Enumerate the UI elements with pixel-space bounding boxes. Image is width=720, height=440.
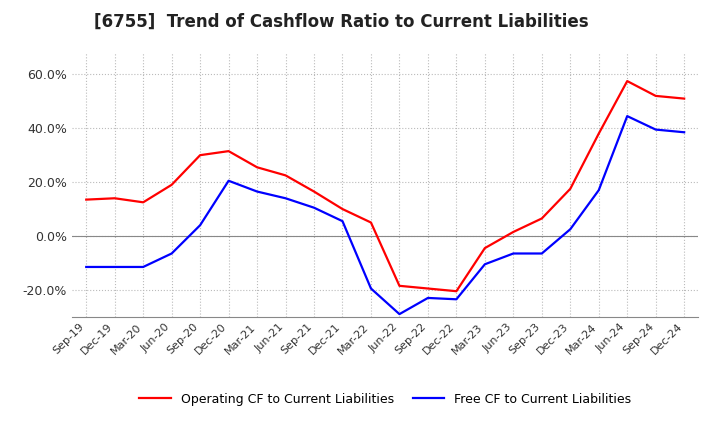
Operating CF to Current Liabilities — [196, 153, 204, 158]
Free CF to Current Liabilities — [310, 205, 318, 210]
Free CF to Current Liabilities — [196, 223, 204, 228]
Operating CF to Current Liabilities — [253, 165, 261, 170]
Text: [6755]  Trend of Cashflow Ratio to Current Liabilities: [6755] Trend of Cashflow Ratio to Curren… — [94, 13, 588, 31]
Operating CF to Current Liabilities — [423, 286, 432, 291]
Free CF to Current Liabilities — [82, 264, 91, 270]
Operating CF to Current Liabilities — [366, 220, 375, 225]
Free CF to Current Liabilities — [395, 312, 404, 317]
Operating CF to Current Liabilities — [623, 78, 631, 84]
Free CF to Current Liabilities — [623, 114, 631, 119]
Free CF to Current Liabilities — [167, 251, 176, 256]
Operating CF to Current Liabilities — [680, 96, 688, 101]
Operating CF to Current Liabilities — [566, 186, 575, 191]
Operating CF to Current Liabilities — [395, 283, 404, 289]
Free CF to Current Liabilities — [680, 130, 688, 135]
Line: Free CF to Current Liabilities: Free CF to Current Liabilities — [86, 116, 684, 314]
Operating CF to Current Liabilities — [110, 196, 119, 201]
Operating CF to Current Liabilities — [652, 93, 660, 99]
Free CF to Current Liabilities — [509, 251, 518, 256]
Operating CF to Current Liabilities — [167, 182, 176, 187]
Free CF to Current Liabilities — [338, 219, 347, 224]
Operating CF to Current Liabilities — [338, 206, 347, 212]
Operating CF to Current Liabilities — [537, 216, 546, 221]
Free CF to Current Liabilities — [595, 187, 603, 193]
Free CF to Current Liabilities — [566, 227, 575, 232]
Operating CF to Current Liabilities — [225, 148, 233, 154]
Free CF to Current Liabilities — [652, 127, 660, 132]
Free CF to Current Liabilities — [537, 251, 546, 256]
Operating CF to Current Liabilities — [139, 200, 148, 205]
Free CF to Current Liabilities — [139, 264, 148, 270]
Operating CF to Current Liabilities — [509, 229, 518, 235]
Operating CF to Current Liabilities — [282, 173, 290, 178]
Operating CF to Current Liabilities — [452, 289, 461, 294]
Legend: Operating CF to Current Liabilities, Free CF to Current Liabilities: Operating CF to Current Liabilities, Fre… — [135, 388, 636, 411]
Operating CF to Current Liabilities — [480, 246, 489, 251]
Free CF to Current Liabilities — [452, 297, 461, 302]
Free CF to Current Liabilities — [110, 264, 119, 270]
Free CF to Current Liabilities — [480, 262, 489, 267]
Free CF to Current Liabilities — [225, 178, 233, 183]
Free CF to Current Liabilities — [282, 196, 290, 201]
Free CF to Current Liabilities — [366, 286, 375, 291]
Operating CF to Current Liabilities — [595, 131, 603, 136]
Free CF to Current Liabilities — [423, 295, 432, 301]
Operating CF to Current Liabilities — [82, 197, 91, 202]
Free CF to Current Liabilities — [253, 189, 261, 194]
Line: Operating CF to Current Liabilities: Operating CF to Current Liabilities — [86, 81, 684, 291]
Operating CF to Current Liabilities — [310, 189, 318, 194]
